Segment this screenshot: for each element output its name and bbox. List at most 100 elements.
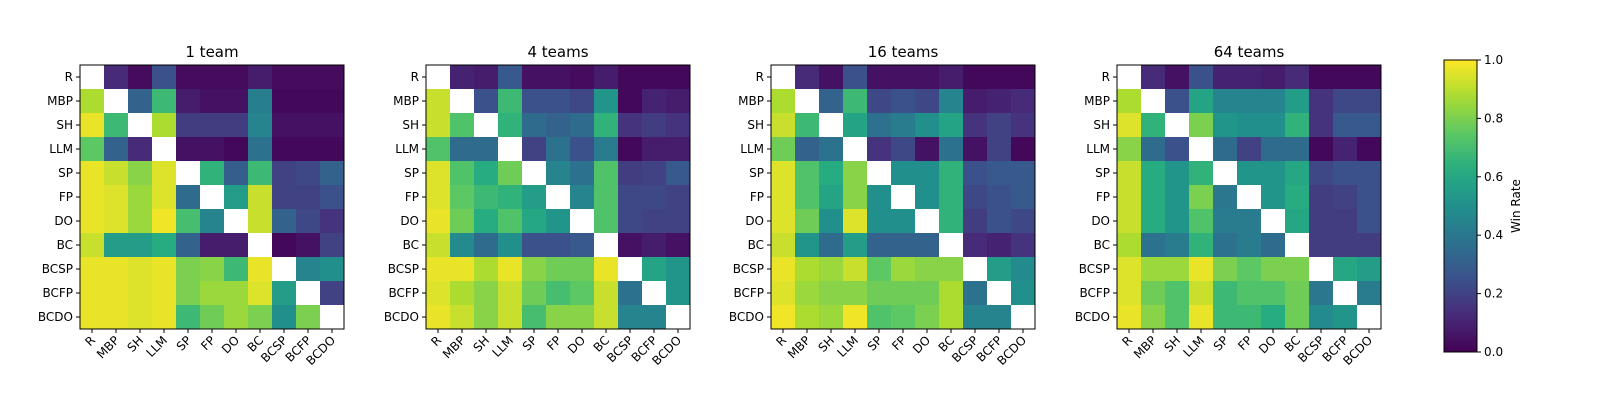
heatmap-cell — [272, 89, 297, 114]
y-tick-label: BC — [1094, 238, 1110, 252]
heatmap-cell — [426, 209, 451, 234]
heatmap-cell — [498, 185, 523, 210]
heatmap-cell — [891, 113, 916, 138]
heatmap-cell — [1011, 305, 1036, 330]
heatmap-cell — [939, 137, 964, 162]
heatmap-cell — [152, 137, 177, 162]
heatmap-cell — [1237, 161, 1262, 186]
heatmap-cell — [546, 281, 571, 306]
heatmap-cell — [152, 209, 177, 234]
heatmap-cell — [1333, 257, 1358, 282]
heatmap-cell — [1189, 113, 1214, 138]
heatmap-cell — [843, 137, 868, 162]
y-tick-label: LLM — [49, 142, 73, 156]
heatmap-cell — [248, 257, 273, 282]
heatmap-cell — [128, 113, 153, 138]
heatmap-cell — [819, 257, 844, 282]
colorbar: 0.0 0.2 0.4 0.6 0.8 1.0 Win Rate — [1443, 53, 1523, 359]
heatmap-cell — [1237, 137, 1262, 162]
heatmap-cell — [642, 65, 667, 90]
x-tick-label: BCSP — [258, 333, 290, 365]
heatmap-cell — [546, 257, 571, 282]
heatmap-cell — [795, 113, 820, 138]
heatmap-cell — [1011, 137, 1036, 162]
heatmap-cell — [498, 281, 523, 306]
heatmap-cell — [594, 161, 619, 186]
heatmap-cell — [1165, 209, 1190, 234]
heatmap-cell — [104, 65, 129, 90]
heatmap-cell — [248, 209, 273, 234]
heatmap-cell — [795, 161, 820, 186]
y-tick-label: BCFP — [42, 286, 73, 300]
heatmap-cell — [1165, 65, 1190, 90]
heatmap-cell — [248, 185, 273, 210]
heatmap-cell — [915, 113, 940, 138]
heatmap-cell — [1333, 161, 1358, 186]
heatmap-cell — [200, 185, 225, 210]
heatmap-cell — [819, 89, 844, 114]
heatmap-cell — [80, 257, 105, 282]
heatmap-cell — [642, 89, 667, 114]
heatmap-cell — [426, 305, 451, 330]
heatmap-cell — [248, 233, 273, 258]
heatmap-cell — [200, 233, 225, 258]
heatmap-cell — [248, 89, 273, 114]
heatmap-cell — [224, 257, 249, 282]
heatmap-cell — [1261, 305, 1286, 330]
heatmap-cell — [296, 305, 321, 330]
heatmap-cell — [248, 113, 273, 138]
heatmap-cell — [546, 113, 571, 138]
y-tick-label: SH — [402, 118, 419, 132]
heatmap-cell — [1141, 209, 1166, 234]
heatmap-cell — [1285, 65, 1310, 90]
panel-title: 4 teams — [527, 43, 588, 61]
heatmap-cell — [296, 137, 321, 162]
heatmap-cell — [594, 305, 619, 330]
heatmap-cell — [272, 257, 297, 282]
heatmap-cell — [1165, 257, 1190, 282]
y-tick-label: BCSP — [733, 262, 764, 276]
heatmap-cell — [666, 233, 691, 258]
heatmap-cell — [128, 257, 153, 282]
heatmap-cell — [963, 113, 988, 138]
x-tick-label: SH — [1161, 333, 1183, 355]
heatmap-cell — [618, 233, 643, 258]
x-tick-label: DO — [910, 333, 933, 356]
heatmap-cell — [891, 233, 916, 258]
heatmap-cell — [867, 65, 892, 90]
heatmap-cell — [474, 161, 499, 186]
heatmap-cell — [1141, 89, 1166, 114]
heatmap-cell — [320, 137, 345, 162]
heatmap-cell — [1117, 161, 1142, 186]
heatmap-cell — [867, 161, 892, 186]
x-tick-label: DO — [1256, 333, 1279, 356]
x-tick-label: MBP — [1131, 333, 1159, 361]
y-tick-label: BCDO — [384, 310, 419, 324]
heatmap-cell — [176, 281, 201, 306]
heatmap-cell — [987, 89, 1012, 114]
heatmap-cell — [1333, 89, 1358, 114]
heatmap-cell — [546, 89, 571, 114]
heatmap-cell — [618, 185, 643, 210]
heatmap-cell — [819, 113, 844, 138]
heatmap-cell — [474, 113, 499, 138]
heatmap-cell — [1141, 257, 1166, 282]
heatmap-cell — [867, 209, 892, 234]
heatmap-cell — [224, 305, 249, 330]
heatmap-cell — [771, 89, 796, 114]
heatmap-cell — [1165, 281, 1190, 306]
heatmap-cell — [915, 89, 940, 114]
heatmap-cell — [474, 257, 499, 282]
heatmap-cell — [843, 185, 868, 210]
heatmap-cell — [891, 281, 916, 306]
heatmap-cell — [891, 305, 916, 330]
heatmap-cell — [296, 161, 321, 186]
heatmap-cell — [128, 305, 153, 330]
y-tick-label: FP — [405, 190, 419, 204]
x-tick-label: BCSP — [949, 333, 981, 365]
heatmap-cell — [1309, 65, 1334, 90]
y-tick-label: MBP — [1084, 94, 1110, 108]
heatmap-cell — [272, 209, 297, 234]
heatmap-cell — [128, 209, 153, 234]
